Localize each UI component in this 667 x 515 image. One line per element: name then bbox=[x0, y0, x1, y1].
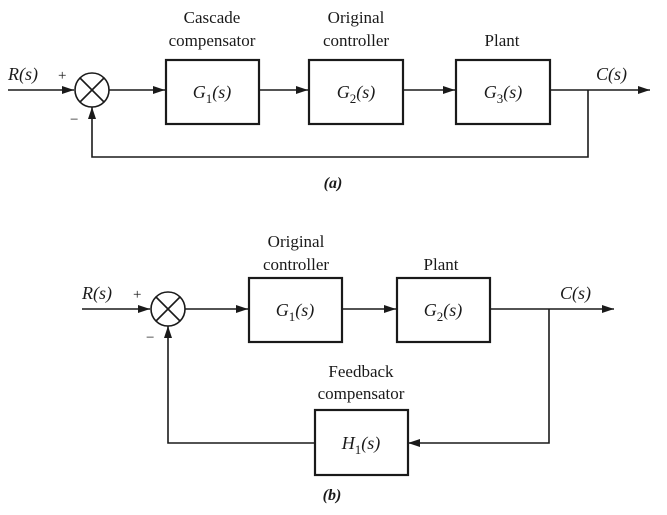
a-block3 bbox=[454, 58, 552, 126]
a-block1 bbox=[164, 58, 261, 126]
b-feedback-block bbox=[313, 408, 410, 477]
b-input-label: R(s) bbox=[81, 283, 112, 304]
a-block2-transfer: G2(s) bbox=[337, 82, 376, 106]
b-block2-title-line1: Plant bbox=[424, 255, 459, 274]
a-block2-title-line2: controller bbox=[323, 31, 389, 50]
a-block3-title-line1: Plant bbox=[485, 31, 520, 50]
b-block1-transfer: G1(s) bbox=[276, 300, 315, 324]
a-plus-sign: + bbox=[58, 68, 66, 84]
b-block1 bbox=[247, 276, 344, 344]
b-plus-sign: + bbox=[133, 287, 141, 303]
b-feedback-to-sum bbox=[164, 326, 314, 444]
diagram-a: R(s) + − C(s) Cascade compensator G1(s) … bbox=[7, 8, 650, 192]
b-output-label: C(s) bbox=[560, 283, 591, 304]
b-minus-sign: − bbox=[146, 330, 154, 346]
a-caption: (a) bbox=[324, 175, 343, 192]
a-summing-junction bbox=[74, 72, 110, 108]
b-feedback-to-h1 bbox=[408, 309, 550, 447]
a-block1-title-line1: Cascade bbox=[184, 8, 241, 27]
b-summing-junction bbox=[150, 291, 186, 327]
b-block1-title-line2: controller bbox=[263, 255, 329, 274]
a-block1-title-line2: compensator bbox=[169, 31, 256, 50]
a-feedback-path bbox=[88, 90, 589, 158]
b-feedback-title-line1: Feedback bbox=[328, 362, 394, 381]
b-feedback-title-line2: compensator bbox=[318, 384, 405, 403]
b-block1-title-line1: Original bbox=[268, 232, 325, 251]
a-block2 bbox=[307, 58, 405, 126]
a-output-label: C(s) bbox=[596, 64, 627, 85]
a-block2-title-line1: Original bbox=[328, 8, 385, 27]
b-block2-transfer: G2(s) bbox=[424, 300, 463, 324]
a-block1-transfer: G1(s) bbox=[193, 82, 232, 106]
b-feedback-transfer: H1(s) bbox=[341, 433, 381, 457]
a-input-label: R(s) bbox=[7, 64, 38, 85]
a-block3-transfer: G3(s) bbox=[484, 82, 523, 106]
b-caption: (b) bbox=[323, 487, 342, 504]
b-block2 bbox=[395, 276, 492, 344]
diagram-b: R(s) + − C(s) Original controller G1(s) … bbox=[81, 232, 614, 504]
a-minus-sign: − bbox=[70, 112, 78, 128]
